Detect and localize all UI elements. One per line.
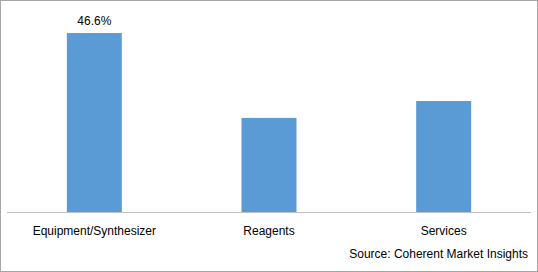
frame xyxy=(1,1,538,272)
bar xyxy=(67,33,122,212)
x-tick-label: Equipment/Synthesizer xyxy=(33,224,156,238)
x-axis-line xyxy=(7,212,531,213)
source: Source: Coherent Market Insights xyxy=(349,247,528,261)
x-tick-label: Reagents xyxy=(243,224,294,238)
chart-container: Equipment/Synthesizer Reagents Services 46.… xyxy=(0,0,538,272)
bar xyxy=(242,118,297,212)
x-tick-label: Services xyxy=(421,224,467,238)
bars xyxy=(67,33,471,212)
data-label: 46.6% xyxy=(77,14,111,28)
chart-svg: Equipment/Synthesizer Reagents Services 46.… xyxy=(0,0,538,272)
bar xyxy=(416,101,471,212)
